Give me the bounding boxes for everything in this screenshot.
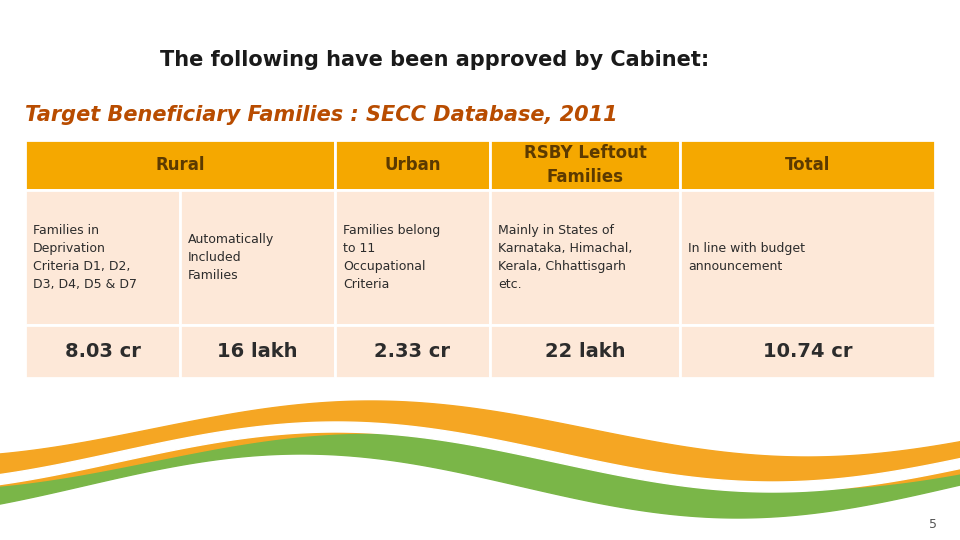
Text: 5: 5 bbox=[929, 518, 937, 531]
Bar bbox=[335, 190, 490, 325]
Text: Rural: Rural bbox=[156, 156, 204, 174]
Bar bbox=[180, 325, 335, 378]
Text: 16 lakh: 16 lakh bbox=[217, 342, 298, 361]
Bar bbox=[335, 325, 490, 378]
Bar bbox=[25, 325, 180, 378]
Text: Mainly in States of
Karnataka, Himachal,
Kerala, Chhattisgarh
etc.: Mainly in States of Karnataka, Himachal,… bbox=[498, 224, 633, 291]
Text: 8.03 cr: 8.03 cr bbox=[64, 342, 140, 361]
Bar bbox=[490, 190, 680, 325]
Text: 2.33 cr: 2.33 cr bbox=[374, 342, 450, 361]
Text: In line with budget
announcement: In line with budget announcement bbox=[688, 242, 805, 273]
Bar bbox=[180, 190, 335, 325]
Bar bbox=[680, 190, 935, 325]
Text: 22 lakh: 22 lakh bbox=[544, 342, 625, 361]
Bar bbox=[335, 140, 490, 190]
Text: 10.74 cr: 10.74 cr bbox=[763, 342, 852, 361]
Bar bbox=[25, 190, 180, 325]
Bar bbox=[490, 140, 680, 190]
Bar bbox=[490, 325, 680, 378]
Text: RSBY Leftout
Families: RSBY Leftout Families bbox=[523, 144, 646, 186]
Bar bbox=[680, 325, 935, 378]
Text: The following have been approved by Cabinet:: The following have been approved by Cabi… bbox=[160, 50, 709, 70]
Text: Total: Total bbox=[785, 156, 830, 174]
Bar bbox=[680, 140, 935, 190]
Text: Target Beneficiary Families : SECC Database, 2011: Target Beneficiary Families : SECC Datab… bbox=[25, 105, 617, 125]
Text: Families in
Deprivation
Criteria D1, D2,
D3, D4, D5 & D7: Families in Deprivation Criteria D1, D2,… bbox=[33, 224, 137, 291]
Bar bbox=[25, 140, 335, 190]
Text: Urban: Urban bbox=[384, 156, 441, 174]
Text: Automatically
Included
Families: Automatically Included Families bbox=[188, 233, 275, 282]
Text: Families belong
to 11
Occupational
Criteria: Families belong to 11 Occupational Crite… bbox=[343, 224, 441, 291]
